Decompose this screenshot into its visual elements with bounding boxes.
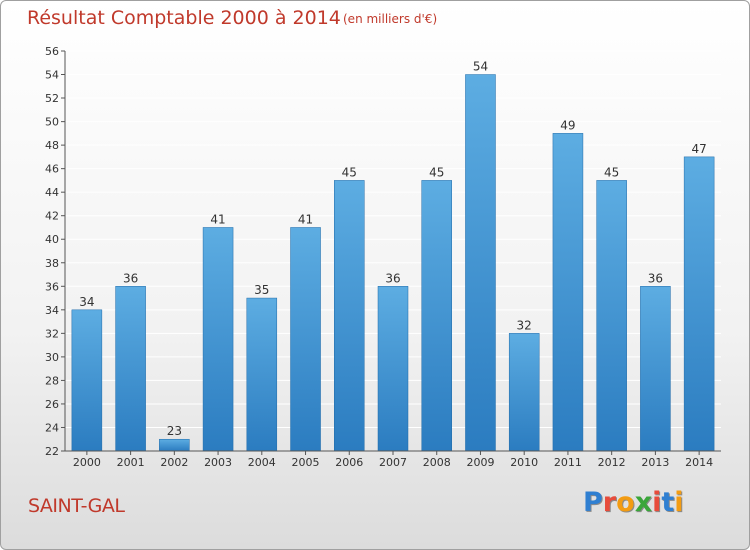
x-tick-label: 2008 — [423, 456, 451, 469]
y-tick-label: 44 — [45, 186, 59, 199]
data-label: 47 — [691, 142, 706, 156]
y-tick-label: 48 — [45, 139, 59, 152]
data-label: 35 — [254, 283, 269, 297]
logo-letter: i — [674, 487, 684, 518]
y-tick-label: 40 — [45, 233, 59, 246]
data-label: 34 — [79, 295, 94, 309]
bar-2013 — [640, 286, 671, 452]
bar-2004 — [246, 297, 278, 452]
data-label: 41 — [298, 212, 313, 226]
data-label: 23 — [167, 424, 182, 438]
bar-2010 — [508, 333, 540, 452]
y-tick-label: 34 — [45, 304, 59, 317]
logo-letter: o — [616, 487, 635, 518]
x-tick-label: 2010 — [510, 456, 538, 469]
logo-letter: t — [661, 487, 675, 518]
bar-2009 — [465, 74, 496, 452]
y-tick-label: 32 — [45, 327, 59, 340]
logo-letter: x — [634, 487, 653, 518]
y-tick-label: 28 — [45, 374, 59, 387]
logo-letter: i — [652, 487, 662, 518]
proxiti-logo: Proxiti — [583, 487, 684, 518]
y-tick-label: 50 — [45, 116, 59, 129]
bar-2000 — [71, 309, 103, 452]
x-tick-label: 2007 — [379, 456, 407, 469]
data-label: 45 — [429, 165, 444, 179]
x-tick-label: 2009 — [466, 456, 494, 469]
data-label: 45 — [342, 165, 357, 179]
y-axis: 22 24 26 28 30 32 34 36 38 40 42 44 46 48 50 52 54 56 — [45, 45, 66, 458]
y-tick-label: 24 — [45, 421, 59, 434]
bar-2002 — [159, 438, 190, 452]
bar-2011 — [552, 133, 584, 452]
data-label: 54 — [473, 60, 488, 74]
y-tick-label: 38 — [45, 257, 59, 270]
x-tick-label: 2002 — [160, 456, 188, 469]
y-tick-label: 52 — [45, 92, 59, 105]
bar-2008 — [421, 180, 452, 452]
logo-letter: P — [583, 487, 603, 518]
y-tick-label: 22 — [45, 445, 59, 458]
data-label: 49 — [560, 118, 575, 132]
bar-2006 — [334, 180, 365, 452]
bar-2003 — [202, 227, 234, 452]
data-label: 45 — [604, 165, 619, 179]
x-tick-label: 2000 — [73, 456, 101, 469]
chart-title: Résultat Comptable 2000 à 2014 — [27, 7, 341, 29]
x-tick-label: 2004 — [248, 456, 276, 469]
x-tick-label: 2001 — [117, 456, 145, 469]
x-tick-label: 2005 — [292, 456, 320, 469]
x-tick-label: 2013 — [641, 456, 669, 469]
y-tick-label: 56 — [45, 45, 59, 58]
bar-2014 — [683, 156, 715, 452]
data-label: 36 — [648, 271, 663, 285]
bar-2001 — [115, 286, 146, 452]
chart-subtitle: (en milliers d'€) — [343, 12, 438, 26]
y-tick-label: 36 — [45, 280, 59, 293]
y-tick-label: 26 — [45, 398, 59, 411]
y-tick-label: 46 — [45, 163, 59, 176]
x-tick-label: 2006 — [335, 456, 363, 469]
x-tick-label: 2003 — [204, 456, 232, 469]
logo-letter: r — [602, 487, 617, 518]
x-tick-label: 2014 — [685, 456, 713, 469]
location-name: SAINT-GAL — [28, 495, 125, 517]
data-label: 36 — [123, 271, 138, 285]
bar-2012 — [596, 180, 627, 452]
data-label: 32 — [517, 318, 532, 332]
bar-2007 — [377, 286, 409, 452]
y-tick-label: 30 — [45, 351, 59, 364]
bar-2005 — [290, 227, 321, 452]
x-axis: 2000 2001 2002 2003 2004 2005 2006 2007 2008 2009… — [65, 450, 721, 469]
data-label: 41 — [210, 212, 225, 226]
y-tick-label: 54 — [45, 69, 59, 82]
x-tick-label: 2011 — [554, 456, 582, 469]
bars — [71, 74, 715, 452]
x-tick-label: 2012 — [598, 456, 626, 469]
y-tick-label: 42 — [45, 210, 59, 223]
data-labels: 34 36 23 41 35 41 45 36 45 54 32 49 45 36 47 — [79, 60, 707, 439]
data-label: 36 — [385, 271, 400, 285]
